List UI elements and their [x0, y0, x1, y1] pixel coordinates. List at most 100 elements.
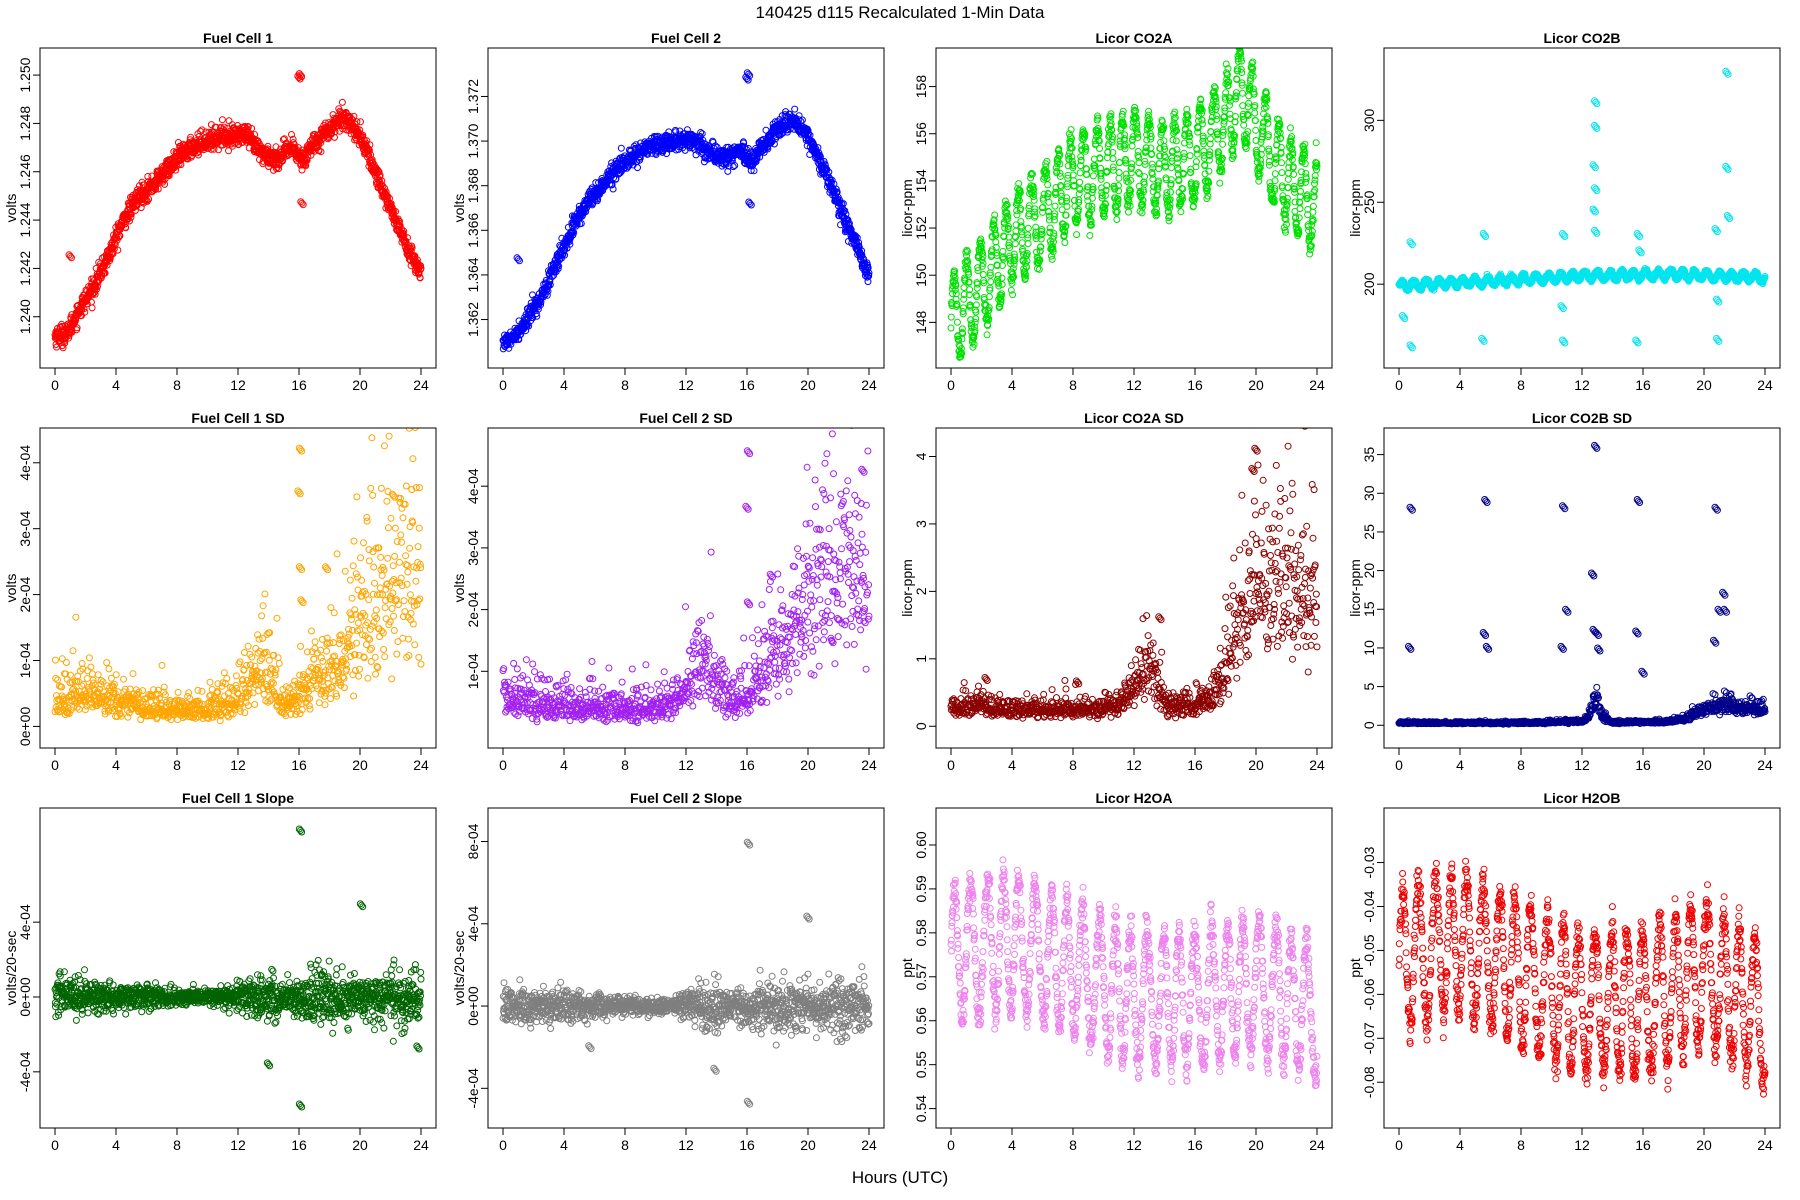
data-point — [1122, 170, 1130, 178]
data-point — [964, 258, 972, 266]
data-point — [384, 192, 392, 200]
data-point — [1271, 185, 1279, 192]
data-point — [1215, 149, 1223, 157]
data-point — [1015, 197, 1023, 205]
data-point — [1038, 226, 1046, 233]
data-point — [839, 200, 847, 208]
data-point — [974, 267, 982, 275]
data-point — [1210, 87, 1218, 95]
x-tick-label: 20 — [1248, 377, 1264, 393]
data-point — [1083, 171, 1091, 178]
data-point — [984, 307, 992, 315]
data-point — [1249, 72, 1257, 80]
data-point — [93, 285, 100, 293]
data-point — [1275, 127, 1283, 135]
data-point — [1214, 135, 1222, 143]
data-point — [1012, 221, 1020, 229]
data-point — [1074, 216, 1082, 224]
data-point — [1222, 60, 1230, 68]
data-point — [960, 291, 968, 298]
data-point — [1031, 208, 1039, 216]
data-point — [1087, 221, 1095, 229]
data-point — [1051, 210, 1059, 218]
data-point — [331, 133, 338, 141]
data-point — [1077, 153, 1085, 161]
data-point — [1278, 159, 1286, 167]
data-point — [1036, 247, 1044, 255]
data-point — [1225, 78, 1233, 86]
data-point — [1172, 137, 1180, 145]
data-point — [73, 324, 81, 332]
data-point — [218, 116, 226, 124]
data-point — [852, 233, 860, 240]
data-point — [1303, 195, 1311, 203]
data-point — [1166, 204, 1174, 212]
data-point — [1025, 202, 1033, 210]
data-point — [533, 312, 541, 320]
data-point — [1192, 158, 1200, 166]
outlier-point — [297, 71, 304, 79]
points-layer — [947, 48, 1321, 361]
data-point — [1294, 226, 1302, 234]
data-point — [1221, 107, 1229, 115]
data-point — [804, 127, 812, 135]
data-point — [1111, 185, 1119, 193]
data-point — [817, 156, 825, 164]
data-point — [1003, 201, 1011, 209]
data-point — [1048, 252, 1055, 260]
data-point — [225, 147, 232, 155]
data-point — [1068, 153, 1076, 161]
outlier-point — [299, 201, 307, 209]
data-point — [1201, 162, 1209, 170]
data-point — [1052, 188, 1060, 196]
data-point — [1166, 196, 1174, 204]
x-tick-label: 20 — [800, 377, 816, 393]
data-point — [971, 327, 979, 335]
data-point — [1211, 83, 1218, 91]
data-point — [1192, 163, 1200, 171]
data-point — [1069, 162, 1077, 170]
data-point — [964, 268, 972, 276]
data-point — [1107, 112, 1115, 120]
data-point — [1010, 273, 1018, 281]
data-point — [1203, 187, 1211, 195]
data-point — [289, 135, 297, 143]
data-point — [317, 148, 325, 156]
data-point — [964, 247, 971, 255]
data-point — [740, 139, 748, 147]
data-point — [1095, 129, 1103, 137]
data-point — [1265, 147, 1273, 155]
data-point — [1160, 143, 1168, 150]
data-point — [960, 304, 967, 312]
data-point — [1204, 192, 1212, 200]
data-point — [957, 345, 965, 353]
data-point — [1087, 217, 1095, 225]
data-point — [408, 244, 416, 252]
data-point — [1039, 204, 1047, 211]
data-point — [280, 135, 288, 143]
data-point — [731, 162, 739, 169]
data-point — [958, 325, 966, 333]
x-tick-label: 4 — [1008, 377, 1016, 393]
data-point — [1138, 200, 1146, 208]
data-point — [791, 105, 799, 113]
data-point — [1143, 131, 1151, 139]
data-point — [795, 116, 803, 124]
data-point — [1242, 145, 1250, 152]
data-point — [993, 249, 1000, 257]
data-point — [1082, 145, 1090, 153]
data-point — [828, 176, 836, 184]
data-point — [1113, 216, 1121, 223]
data-point — [841, 207, 849, 215]
data-point — [999, 248, 1007, 255]
y-axis-label: licor-ppm — [899, 179, 915, 237]
data-point — [1237, 54, 1245, 62]
data-point — [1100, 209, 1108, 217]
data-point — [1273, 136, 1281, 143]
data-point — [1251, 117, 1259, 125]
data-point — [298, 166, 306, 174]
data-point — [1068, 144, 1076, 152]
